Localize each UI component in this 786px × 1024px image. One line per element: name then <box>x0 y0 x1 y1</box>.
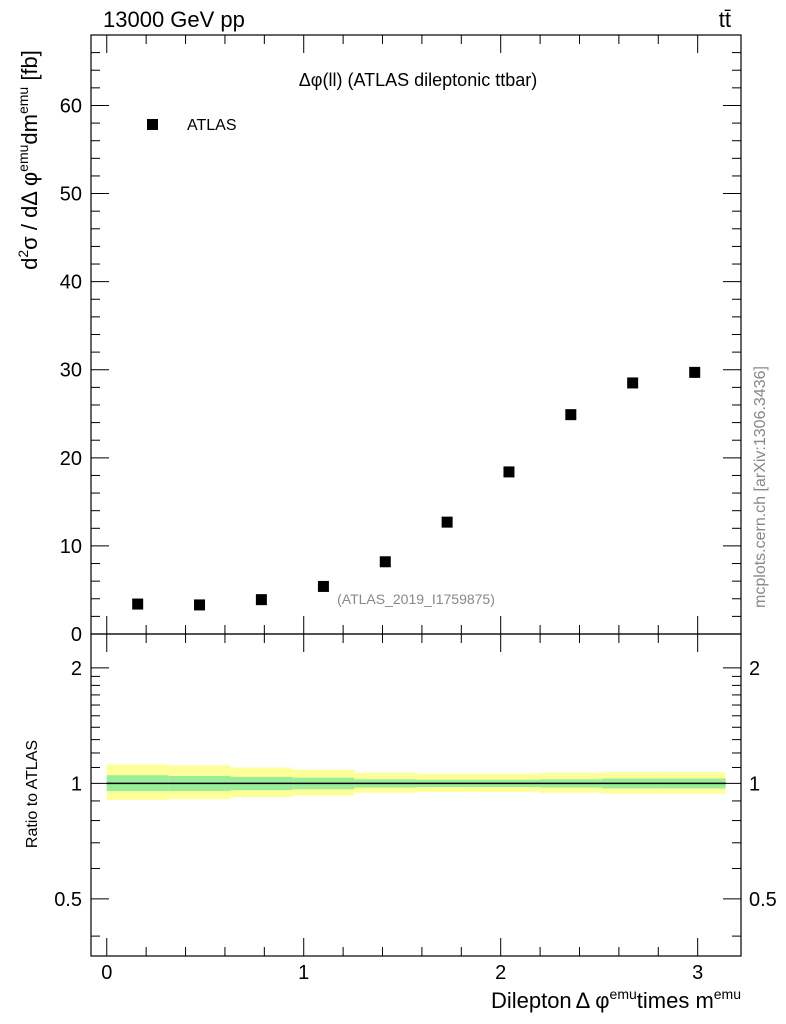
data-point <box>689 366 701 378</box>
ratio-axes: 0.5 0.5 1 1 2 2 0 1 2 3 <box>54 634 777 984</box>
y-tick-label: 20 <box>60 448 82 470</box>
ratio-y-tick-label-right: 0.5 <box>749 889 777 911</box>
ratio-y-tick-label: 0.5 <box>54 889 82 911</box>
data-point <box>317 580 329 592</box>
y-tick-label: 10 <box>60 536 82 558</box>
ratio-y-tick-label: 2 <box>71 658 82 680</box>
plot-title: Δφ(ll) (ATLAS dileptonic ttbar) <box>299 70 537 90</box>
data-point <box>132 598 144 610</box>
x-tick-label: 2 <box>495 962 506 984</box>
y-tick-label: 60 <box>60 95 82 117</box>
x-tick-label: 1 <box>298 962 309 984</box>
data-point <box>627 377 639 389</box>
data-point <box>379 556 391 568</box>
data-point <box>255 594 267 606</box>
y-tick-label: 0 <box>71 624 82 646</box>
x-tick-label: 0 <box>101 962 112 984</box>
analysis-label: (ATLAS_2019_I1759875) <box>337 591 495 607</box>
legend-marker <box>147 119 158 130</box>
data-point <box>194 599 206 611</box>
data-point <box>565 409 577 421</box>
x-tick-label: 3 <box>692 962 703 984</box>
ratio-panel: 0.5 0.5 1 1 2 2 0 1 2 3 Ratio to ATLAS Dilepton Δ … <box>24 633 777 1013</box>
ratio-y-tick-label: 1 <box>71 773 82 795</box>
data-points <box>132 366 701 611</box>
energy-label: 13000 GeV pp <box>103 7 245 32</box>
uncertainty-bands <box>106 764 726 801</box>
y-axis-title: d2σ / dΔ φemudmemu [fb] <box>15 50 42 270</box>
ratio-y-tick-label-right: 1 <box>749 773 760 795</box>
data-point <box>503 466 515 478</box>
legend-label: ATLAS <box>187 117 237 134</box>
ratio-axis-title: Ratio to ATLAS <box>24 740 41 848</box>
y-tick-label: 30 <box>60 360 82 382</box>
main-axes: 0 10 20 30 40 50 60 <box>60 35 741 646</box>
y-tick-label: 50 <box>60 184 82 206</box>
y-tick-label: 40 <box>60 272 82 294</box>
data-point <box>441 516 453 528</box>
ratio-panel-frame <box>90 633 742 957</box>
ratio-y-tick-label-right: 2 <box>749 658 760 680</box>
x-axis-title: Dilepton Δ φemutimes memu <box>491 986 741 1013</box>
main-panel: Δφ(ll) (ATLAS dileptonic ttbar) 0 10 20 30 4… <box>15 34 742 646</box>
watermark: mcplots.cern.ch [arXiv:1306.3436] <box>752 366 769 608</box>
process-label: tt̄ <box>719 7 731 32</box>
